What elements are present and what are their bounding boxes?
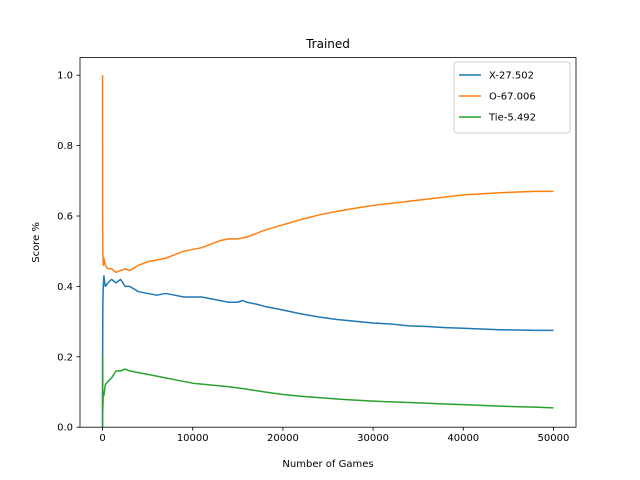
x-tick-label: 40000 (447, 433, 479, 444)
legend: X-27.502 O-67.006 Tie-5.492 (453, 61, 571, 134)
y-tick-label: 0.8 (57, 141, 73, 152)
legend-label-0: X-27.502 (489, 71, 534, 82)
legend-label-1: O-67.006 (489, 92, 536, 103)
series-line-2 (101, 356, 554, 428)
y-tick-label: 1.0 (57, 71, 73, 82)
x-tick-label: 30000 (357, 433, 389, 444)
series-line-1 (101, 75, 554, 274)
y-tick-label: 0.6 (57, 212, 73, 223)
x-tick-label: 10000 (177, 433, 209, 444)
legend-box (453, 61, 571, 134)
x-tick-label: 50000 (538, 433, 570, 444)
plot-frame (79, 57, 577, 428)
series-layer (101, 75, 554, 428)
y-tick-label: 0.0 (57, 423, 73, 434)
x-tick-label: 20000 (267, 433, 299, 444)
chart-title: Trained (305, 37, 350, 51)
y-axis-ticks: 0.0 0.2 0.4 0.6 0.8 1.0 (57, 71, 80, 434)
series-line-0 (101, 275, 554, 428)
legend-label-2: Tie-5.492 (488, 113, 536, 124)
y-axis-label: Score % (31, 222, 42, 263)
x-axis-ticks: 0 10000 20000 30000 40000 50000 (99, 427, 569, 444)
y-tick-label: 0.4 (57, 282, 73, 293)
y-tick-label: 0.2 (57, 352, 73, 363)
x-axis-label: Number of Games (282, 459, 373, 470)
x-tick-label: 0 (99, 433, 105, 444)
